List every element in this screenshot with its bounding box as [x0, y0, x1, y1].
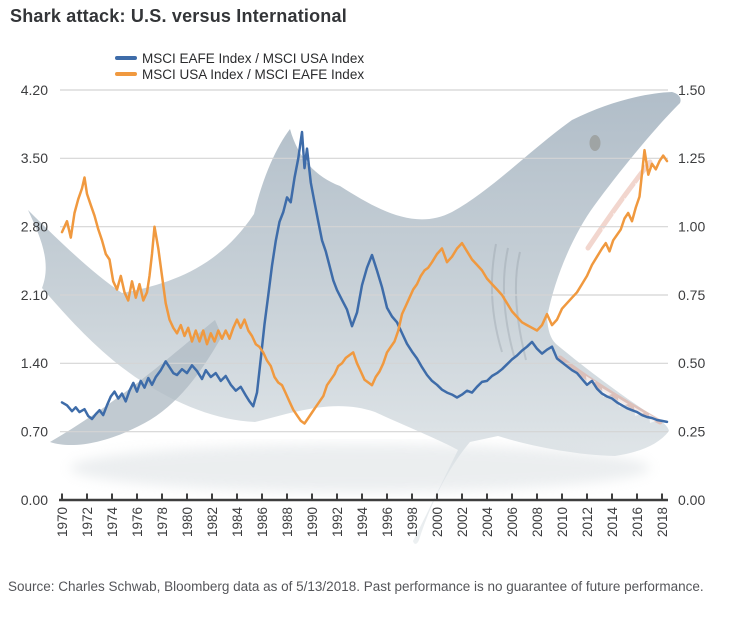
source-note: Source: Charles Schwab, Bloomberg data a… — [8, 578, 704, 594]
shark-tooth — [624, 198, 632, 207]
x-axis-tick-label: 2008 — [530, 507, 545, 537]
x-axis-tick-label: 2000 — [430, 507, 445, 537]
shark-pectoral-fin — [50, 320, 222, 446]
x-axis-tick-label: 1982 — [205, 507, 220, 537]
right-axis-tick-label: 1.50 — [678, 82, 705, 98]
series-line-0 — [60, 130, 669, 424]
shark-gill — [514, 251, 527, 361]
shark-shadow — [70, 444, 650, 492]
right-axis-tick-label: 0.75 — [678, 287, 705, 303]
left-axis-tick-label: 3.50 — [21, 150, 48, 166]
legend-label-0: MSCI EAFE Index / MSCI USA Index — [142, 50, 365, 66]
x-axis-tick-label: 2018 — [655, 507, 670, 537]
right-axis-tick-label: 0.25 — [678, 423, 705, 439]
left-axis-tick-label: 4.20 — [21, 82, 48, 98]
x-axis-tick-label: 1994 — [355, 507, 370, 538]
x-axis-tick-label: 1990 — [305, 507, 320, 537]
x-axis-tick-label: 1970 — [55, 507, 70, 537]
x-axis-tick-label: 1980 — [180, 507, 195, 537]
left-axis-tick-label: 2.10 — [21, 287, 48, 303]
left-axis-tick-label: 1.40 — [21, 355, 48, 371]
x-axis-tick-label: 1992 — [330, 507, 345, 537]
x-axis-tick-label: 1988 — [280, 507, 295, 537]
chart-legend: MSCI EAFE Index / MSCI USA Index MSCI USA… — [115, 50, 364, 82]
x-axis-tick-label: 2016 — [630, 507, 645, 537]
legend-swatch-1 — [115, 72, 137, 76]
page-title: Shark attack: U.S. versus International — [10, 6, 347, 26]
right-axis-tick-label: 1.00 — [678, 218, 705, 234]
shark-tooth — [602, 228, 610, 237]
legend-item-1: MSCI USA Index / MSCI EAFE Index — [115, 66, 364, 82]
shark-gill — [490, 243, 503, 353]
shark-eye — [589, 135, 601, 151]
x-axis-tick-label: 1976 — [130, 507, 145, 537]
x-axis-tick-label: 2012 — [580, 507, 595, 537]
shark-upper-jaw — [585, 159, 653, 251]
legend-swatch-0 — [115, 56, 137, 60]
x-axis-tick-label: 2002 — [455, 507, 470, 537]
left-axis-tick-label: 2.80 — [21, 218, 48, 234]
x-axis-tick-label: 2010 — [555, 507, 570, 537]
legend-item-0: MSCI EAFE Index / MSCI USA Index — [115, 50, 364, 66]
x-axis-tick-label: 1996 — [380, 507, 395, 537]
legend-label-1: MSCI USA Index / MSCI EAFE Index — [142, 66, 365, 82]
x-axis-tick-label: 2014 — [605, 507, 620, 538]
series-line-1 — [60, 148, 669, 425]
x-axis-tick-label: 2006 — [505, 507, 520, 537]
left-axis-tick-label: 0.00 — [21, 492, 48, 508]
x-axis-tick-label: 2004 — [480, 507, 495, 538]
right-axis-tick-label: 1.25 — [678, 150, 705, 166]
x-axis-tick-label: 1974 — [105, 507, 120, 538]
x-axis-tick-label: 1998 — [405, 507, 420, 537]
shark-tooth — [613, 213, 621, 222]
x-axis-tick-label: 1986 — [255, 507, 270, 537]
x-axis-tick-label: 1978 — [155, 507, 170, 537]
right-axis-tick-label: 0.00 — [678, 492, 705, 508]
x-axis-tick-label: 1972 — [80, 507, 95, 537]
left-axis-tick-label: 0.70 — [21, 423, 48, 439]
x-axis-tick-label: 1984 — [230, 507, 245, 538]
right-axis-tick-label: 0.50 — [678, 355, 705, 371]
